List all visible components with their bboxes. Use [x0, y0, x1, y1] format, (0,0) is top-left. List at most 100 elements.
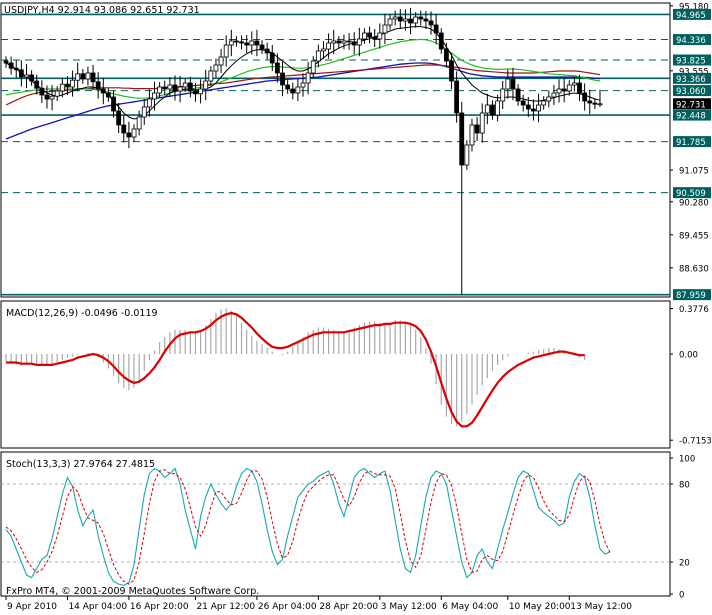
candle-body [495, 100, 500, 116]
price-panel-frame [0, 2, 671, 298]
candle-body [403, 18, 408, 22]
candle-body [351, 41, 357, 46]
candle-body [8, 62, 14, 69]
stoch-label: Stoch(13,3,3) 27.9764 27.4815 [6, 459, 155, 470]
candle-body [582, 92, 588, 102]
time-tick-label: 26 Apr 04:00 [258, 602, 317, 612]
candlesticks [3, 7, 603, 295]
candle-body [259, 44, 265, 50]
time-tick-label: 13 May 12:00 [570, 602, 632, 612]
candle-body [172, 84, 178, 92]
candle-body [182, 82, 188, 88]
candle-body [331, 40, 337, 44]
candle-body [223, 44, 229, 58]
candle-body [218, 56, 224, 66]
candle-body [469, 124, 475, 146]
candle-body [187, 82, 193, 92]
candle-body [269, 52, 275, 64]
candle-body [34, 80, 40, 89]
time-axis: 9 Apr 2010 14 Apr 04:00 16 Apr 20:00 21 Apr… [5, 596, 632, 612]
candle-body [367, 32, 372, 38]
stoch-tick-label: 0 [679, 591, 684, 601]
candle-body [362, 32, 367, 40]
level-label: 94.965 [676, 11, 706, 21]
candle-body [397, 16, 403, 22]
candle-body [75, 73, 81, 81]
price-axis: 95.180 93.555 91.075 90.280 89.455 88.630 [670, 2, 709, 274]
candle-body [454, 80, 460, 114]
candle-body [54, 90, 60, 97]
price-tick-label: 90.280 [679, 198, 709, 208]
level-label-box [673, 136, 711, 148]
level-labels: 94.965 94.336 93.825 93.366 93.060 92.448 91.7… [673, 8, 711, 301]
candle-body [95, 81, 101, 90]
candle-body [546, 96, 552, 102]
stoch-main-line [5, 467, 611, 586]
stoch-tick-label: 100 [679, 455, 695, 465]
candle-body [152, 92, 157, 100]
candle-body [438, 32, 444, 50]
price-tick-label: 89.455 [679, 231, 709, 241]
candle-body [131, 128, 137, 138]
level-label: 92.448 [676, 112, 706, 122]
candle-body [500, 88, 506, 102]
candle-body [126, 132, 132, 138]
candle-body [264, 48, 270, 54]
candle-body [515, 88, 521, 102]
candle-body [597, 103, 603, 106]
level-label-box [673, 34, 711, 46]
candle-body [239, 41, 244, 44]
candle-body [141, 106, 147, 118]
symbol-info: USDJPY,H4 92.914 93.086 92.651 92.731 [4, 5, 200, 16]
candle-body [561, 88, 567, 92]
candle-body [443, 48, 449, 62]
stoch-panel-frame [0, 451, 671, 597]
level-label-box [673, 187, 711, 199]
candle-body [100, 88, 106, 94]
time-tick-label: 28 Apr 20:00 [319, 602, 378, 612]
candle-body [244, 42, 250, 46]
candle-body [249, 40, 255, 46]
candle-body [305, 72, 311, 84]
candle-body [587, 100, 593, 104]
copyright-text: FxPro MT4, © 2001-2009 MetaQuotes Softwa… [6, 586, 259, 597]
candle-body [44, 94, 50, 100]
level-label-box [673, 289, 711, 301]
candle-body [203, 80, 209, 90]
candle-body [423, 18, 429, 22]
candle-body [592, 102, 598, 105]
macd-tick-label: -0.7153 [679, 437, 712, 447]
current-price-box [673, 98, 711, 110]
level-label: 93.060 [676, 87, 706, 97]
candle-body [234, 40, 239, 43]
time-tick-label: 3 May 12:00 [381, 602, 437, 612]
candle-body [377, 32, 383, 40]
candle-body [213, 64, 219, 72]
candle-body [39, 87, 45, 96]
candle-body [18, 69, 24, 78]
macd-histogram [5, 308, 586, 427]
candle-body [310, 60, 316, 74]
candle-body [3, 60, 9, 64]
candle-body [300, 82, 306, 88]
candle-body [484, 104, 490, 114]
macd-label: MACD(12,26,9) -0.0496 -0.0119 [6, 308, 158, 319]
candle-body [428, 20, 434, 26]
candle-body [510, 78, 516, 90]
candle-body [490, 104, 495, 116]
candle-body [208, 70, 214, 82]
time-tick-label: 9 Apr 2010 [7, 602, 57, 612]
candle-body [505, 78, 511, 90]
candle-body [24, 74, 29, 78]
stoch-lines [5, 467, 611, 586]
candle-body [29, 74, 35, 82]
time-tick-label: 16 Apr 20:00 [130, 602, 189, 612]
level-label-box [673, 54, 711, 66]
level-label: 91.785 [676, 138, 706, 148]
macd-signal-line [6, 311, 585, 428]
candle-body [387, 18, 393, 26]
price-tick-label: 88.630 [679, 264, 709, 274]
price-levels [1, 13, 670, 296]
candle-body [228, 40, 234, 46]
